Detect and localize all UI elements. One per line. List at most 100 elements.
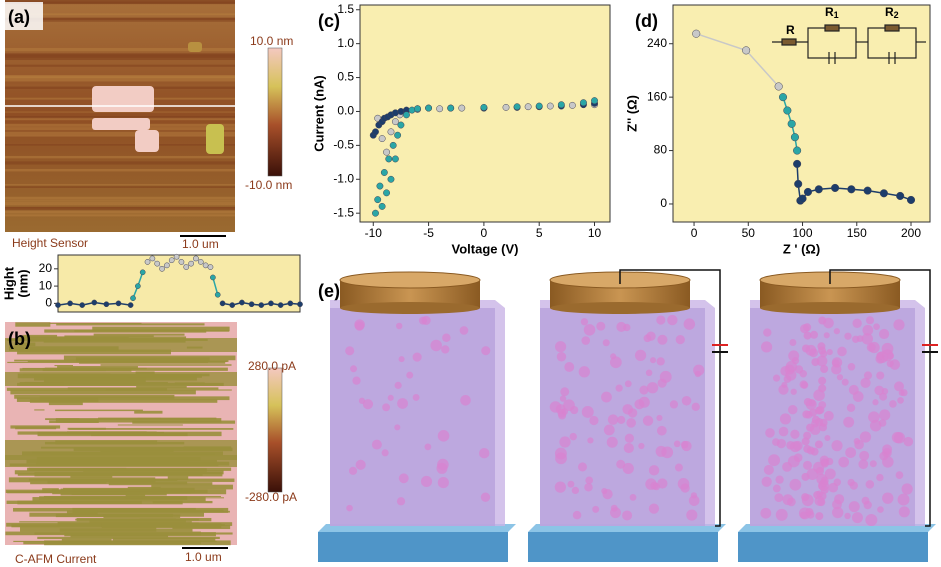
molecule	[805, 507, 814, 516]
data-point	[183, 264, 190, 270]
texture	[5, 116, 235, 119]
molecule	[657, 334, 668, 345]
molecule	[624, 433, 634, 443]
molecule	[876, 371, 885, 380]
molecule	[763, 464, 774, 475]
molecule	[622, 462, 634, 475]
molecule	[584, 483, 593, 492]
molecule	[680, 483, 690, 493]
texture	[5, 210, 235, 214]
x-tick-label: 50	[742, 226, 756, 240]
molecule	[760, 507, 772, 519]
molecule	[811, 358, 820, 367]
molecule	[460, 394, 471, 406]
data-point	[378, 135, 386, 143]
molecule	[412, 393, 420, 401]
molecule	[559, 395, 567, 402]
data-point	[863, 186, 872, 195]
molecule	[394, 381, 402, 389]
panel-label: (a)	[8, 7, 30, 27]
molecule	[879, 451, 889, 461]
molecule	[811, 415, 820, 424]
molecule	[559, 436, 571, 448]
molecule	[459, 326, 469, 335]
molecule	[873, 323, 880, 331]
texture	[5, 0, 235, 4]
texture	[5, 184, 235, 186]
texture	[10, 389, 196, 395]
electrode	[339, 271, 481, 289]
molecule	[801, 437, 810, 446]
molecule	[861, 333, 873, 345]
panel-label: (c)	[318, 11, 340, 31]
texture	[5, 168, 235, 172]
molecule	[437, 477, 449, 489]
data-point	[168, 257, 175, 264]
data-point	[387, 175, 395, 183]
molecule	[865, 514, 878, 526]
molecule	[837, 346, 847, 357]
molecule	[686, 509, 698, 521]
texture	[89, 519, 186, 525]
molecule	[673, 440, 681, 448]
data-point	[130, 295, 136, 302]
x-tick-label: -5	[423, 226, 434, 240]
molecule	[669, 400, 679, 409]
texture	[103, 514, 181, 518]
molecule	[406, 371, 414, 379]
data-point	[783, 106, 792, 115]
data-point	[115, 300, 122, 307]
molecule	[894, 381, 904, 392]
molecule	[569, 432, 577, 441]
molecule	[848, 384, 859, 395]
texture	[5, 54, 235, 58]
molecule	[617, 415, 626, 424]
colorbar-min: -280.0 pA	[245, 490, 297, 504]
molecule	[424, 443, 432, 451]
data-point	[178, 259, 185, 265]
texture	[60, 491, 167, 496]
data-point	[210, 274, 216, 281]
texture	[117, 424, 183, 426]
molecule	[606, 436, 618, 448]
y-tick-label: 160	[647, 89, 667, 103]
molecule	[646, 382, 659, 394]
y-tick-label: 1.5	[337, 2, 354, 16]
circuit-label: R2	[885, 5, 899, 20]
texture	[93, 333, 185, 336]
data-point	[159, 265, 165, 272]
molecule	[817, 498, 826, 507]
molecule	[831, 364, 842, 375]
molecule	[554, 447, 567, 460]
molecule	[818, 316, 827, 325]
molecule	[398, 473, 409, 484]
data-point	[798, 194, 807, 203]
molecule	[848, 501, 860, 513]
data-point	[164, 262, 170, 269]
molecule	[567, 480, 575, 488]
data-point	[149, 255, 156, 262]
molecule	[824, 435, 831, 442]
data-point	[403, 111, 410, 119]
molecule	[638, 442, 645, 450]
molecule	[788, 404, 798, 415]
data-point	[135, 283, 141, 289]
data-point	[546, 102, 554, 110]
colorbar	[267, 367, 283, 493]
molecule	[853, 438, 861, 445]
molecule	[430, 339, 442, 352]
molecule	[589, 415, 599, 426]
molecule	[818, 376, 827, 385]
molecule	[623, 442, 634, 454]
texture	[5, 48, 235, 52]
molecule	[863, 371, 873, 380]
data-point	[127, 302, 134, 308]
molecule	[813, 491, 822, 500]
texture	[20, 336, 129, 338]
molecule	[578, 366, 590, 378]
molecule	[826, 348, 833, 356]
molecule	[814, 440, 823, 449]
molecule	[818, 346, 827, 355]
molecule	[806, 423, 815, 432]
